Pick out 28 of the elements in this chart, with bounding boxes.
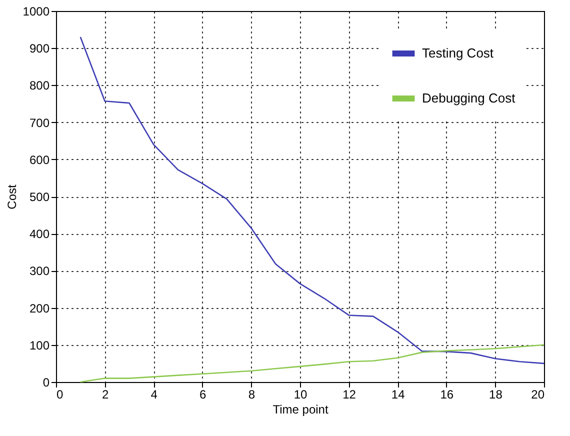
x-tick-label: 20 (531, 388, 545, 402)
y-tick-label: 900 (29, 42, 50, 56)
y-tick-label: 700 (29, 116, 50, 130)
x-tick-label: 14 (391, 388, 406, 402)
x-tick-label: 10 (294, 388, 308, 402)
x-tick-label: 0 (56, 388, 64, 402)
x-tick-label: 16 (440, 388, 454, 402)
legend-label: Debugging Cost (422, 90, 516, 106)
y-tick-label: 800 (29, 78, 50, 93)
y-axis-title: Cost (4, 184, 19, 210)
y-tick-label: 100 (29, 338, 50, 352)
y-tick-label: 400 (29, 227, 50, 242)
x-tick-label: 6 (200, 388, 207, 402)
line-series (80, 344, 545, 383)
y-tick-label: 500 (29, 190, 50, 204)
y-tick-label: 600 (29, 152, 50, 167)
x-tick-label: 8 (248, 388, 256, 402)
y-tick-label: 0 (42, 376, 50, 390)
legend-label: Testing Cost (422, 46, 494, 60)
x-tick-label: 12 (342, 388, 356, 402)
y-tick-label: 200 (29, 301, 50, 316)
line-series (80, 36, 545, 364)
x-tick-label: 2 (102, 388, 109, 402)
x-axis-title: Time point (272, 402, 329, 416)
x-tick-label: 18 (489, 388, 503, 402)
y-tick-label: 1000 (22, 4, 50, 18)
y-tick-label: 300 (29, 264, 50, 278)
x-tick-label: 4 (150, 388, 158, 402)
